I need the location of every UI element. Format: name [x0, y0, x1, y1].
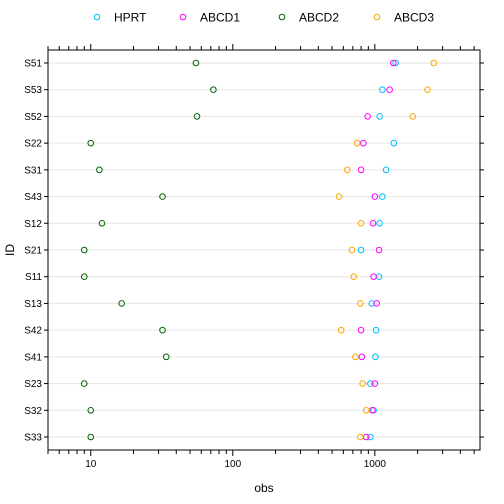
point-abcd1 [373, 300, 380, 307]
y-tick-label: S51 [24, 59, 42, 70]
y-tick-label: S11 [25, 272, 42, 283]
point-abcd2 [87, 406, 95, 414]
y-tick-label: S53 [24, 85, 42, 96]
y-tick-label: S22 [24, 139, 42, 150]
point-abcd2 [159, 326, 166, 334]
point-abcd3 [348, 246, 356, 254]
point-abcd1 [357, 166, 365, 174]
legend-label: ABCD3 [394, 11, 434, 25]
point-abcd1 [364, 113, 371, 120]
grid-lines [48, 62, 480, 438]
point-abcd1 [357, 326, 365, 334]
y-tick-label: S33 [24, 433, 42, 444]
point-abcd1 [386, 86, 393, 94]
point-abcd2 [159, 193, 166, 200]
y-tick-label: S52 [24, 112, 42, 123]
point-abcd3 [424, 86, 431, 94]
x-tick-label: 1000 [364, 459, 387, 470]
point-abcd1 [370, 273, 377, 281]
point-abcd1 [358, 353, 366, 361]
point-abcd3 [335, 193, 343, 200]
point-abcd2 [98, 219, 106, 227]
point-hprt [390, 139, 398, 147]
point-abcd1 [371, 380, 379, 387]
point-abcd2 [162, 353, 170, 361]
legend-label: ABCD2 [299, 11, 339, 25]
y-axis-label: ID [3, 244, 17, 256]
y-tick-label: S42 [24, 326, 42, 337]
y-tick-label: S12 [24, 219, 42, 230]
data-points [80, 59, 438, 441]
point-abcd3 [352, 353, 359, 361]
point-abcd3 [344, 166, 351, 174]
point-abcd3 [409, 113, 417, 120]
point-abcd1 [375, 246, 383, 254]
point-abcd2 [80, 380, 88, 387]
y-tick-label: S43 [24, 192, 42, 203]
point-abcd2 [87, 139, 95, 147]
x-tick-label: 100 [224, 459, 241, 470]
y-tick-label: S31 [24, 165, 42, 176]
point-abcd1 [371, 193, 379, 200]
axis-ticks [44, 44, 484, 456]
point-hprt [379, 193, 386, 200]
point-abcd2 [80, 246, 88, 254]
point-abcd2 [192, 59, 200, 67]
y-tick-label: S13 [24, 299, 42, 310]
x-tick-labels: 10 100 1000 [85, 459, 386, 470]
legend-marker [373, 13, 381, 21]
x-axis-label: obs [254, 481, 273, 495]
point-abcd2 [80, 273, 88, 281]
y-tick-label: S41 [24, 352, 42, 363]
point-abcd3 [337, 326, 345, 334]
point-abcd3 [430, 59, 438, 67]
point-abcd2 [118, 300, 125, 307]
point-hprt [367, 433, 374, 441]
y-tick-labels: S51 S53 S52 S22 S31 S43 S12 S21 S11 S13 S42 S41 S23 S… [24, 59, 42, 444]
point-hprt [392, 59, 399, 67]
point-abcd2 [210, 86, 217, 94]
point-hprt [376, 219, 383, 227]
point-hprt [372, 353, 379, 361]
point-hprt [376, 113, 383, 120]
legend-marker [93, 13, 101, 21]
point-abcd3 [359, 380, 366, 387]
point-abcd2 [193, 113, 201, 120]
point-abcd2 [87, 433, 95, 441]
legend-label: ABCD1 [200, 11, 240, 25]
point-abcd3 [362, 406, 370, 414]
point-hprt [357, 246, 365, 254]
y-tick-label: S21 [24, 246, 42, 257]
legend-marker [278, 13, 286, 21]
point-abcd3 [353, 139, 361, 147]
legend-label: HPRT [114, 11, 147, 25]
y-tick-label: S23 [24, 379, 42, 390]
point-abcd3 [356, 433, 364, 441]
point-abcd2 [96, 166, 103, 174]
point-abcd1 [390, 59, 397, 67]
legend: HPRT ABCD1 ABCD2 ABCD3 [93, 11, 434, 25]
point-abcd3 [357, 219, 365, 227]
point-abcd1 [360, 139, 367, 147]
point-abcd1 [369, 219, 377, 227]
point-abcd3 [350, 273, 358, 281]
point-hprt [368, 300, 375, 307]
point-hprt [382, 166, 390, 174]
point-abcd3 [356, 300, 364, 307]
point-hprt [379, 86, 386, 94]
point-hprt [372, 326, 380, 334]
y-tick-label: S32 [24, 406, 42, 417]
point-hprt [367, 380, 374, 387]
x-tick-label: 10 [85, 459, 97, 470]
legend-marker [179, 13, 187, 21]
